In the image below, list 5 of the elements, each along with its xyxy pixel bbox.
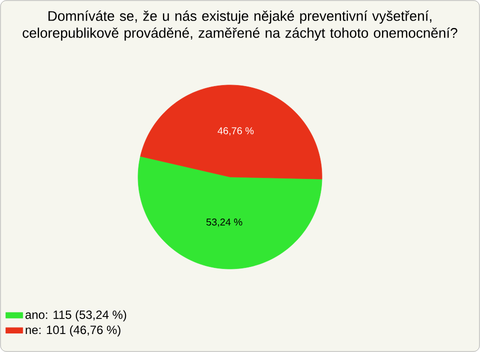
legend-label: ano: 115 (53,24 %) [25, 310, 126, 322]
data-label: 53,24 % [206, 218, 242, 227]
chart-title: Domníváte se, že u nás existuje nějaké preventivní vyšetření, celorepublikově prováděné, zaměřené na záchyt tohoto onemocnění? [22, 10, 458, 41]
legend-label: ne: 101 (46,76 %) [26, 325, 120, 336]
data-label: 46,76 % [218, 127, 254, 136]
